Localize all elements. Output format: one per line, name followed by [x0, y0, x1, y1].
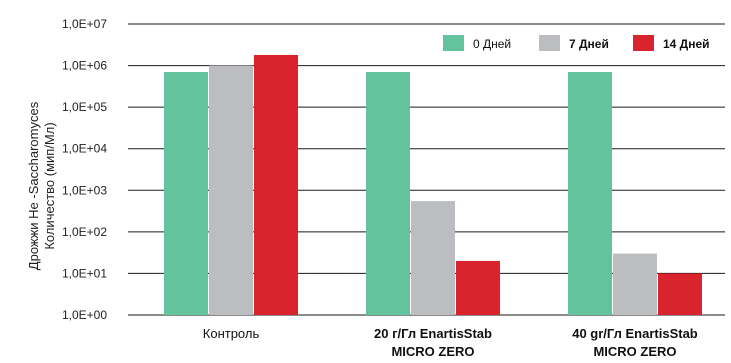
category-label-line2: MICRO ZERO	[593, 344, 676, 359]
y-tick-label: 1,0E+06	[62, 59, 107, 73]
bar-7-Дней-2	[613, 253, 657, 315]
y-tick-label: 1,0E+05	[62, 100, 107, 114]
bar-0-Дней-1	[366, 72, 410, 315]
y-axis-label-line2: Количество (мип/Мл)	[42, 122, 57, 249]
legend: 0 Дней 7 Дней 14 Дней	[443, 35, 710, 51]
legend-swatch	[539, 35, 560, 51]
x-category-labels: Контроль 20 г/Гл EnartisStab MICRO ZERO 40 …	[203, 326, 698, 359]
y-tick-labels: 1,0E+00 1,0E+01 1,0E+02 1,0E+03 1,0E+04 1,0E+…	[62, 17, 107, 322]
y-axis-label-line1: Дрожжи Не -Saccharomyces	[26, 101, 41, 270]
bar-14-Дней-2	[658, 273, 702, 315]
bars	[164, 54, 702, 316]
y-tick-label: 1,0E+00	[62, 308, 107, 322]
bar-0-Дней-2	[568, 72, 612, 315]
category-label-line2: MICRO ZERO	[391, 344, 474, 359]
y-tick-label: 1,0E+03	[62, 183, 107, 197]
legend-label: 14 Дней	[663, 37, 710, 51]
legend-label: 7 Дней	[569, 37, 609, 51]
bar-0-Дней-0	[164, 72, 208, 315]
bar-14-Дней-1	[456, 260, 500, 315]
category-label: Контроль	[203, 326, 260, 341]
category-label: 20 г/Гл EnartisStab	[374, 326, 492, 341]
bar-7-Дней-0	[209, 65, 253, 315]
y-tick-label: 1,0E+02	[62, 225, 107, 239]
legend-swatch	[633, 35, 654, 51]
legend-label: 0 Дней	[473, 37, 511, 51]
y-tick-label: 1,0E+01	[62, 266, 107, 280]
y-tick-label: 1,0E+07	[62, 17, 107, 31]
y-tick-label: 1,0E+04	[62, 142, 107, 156]
bar-7-Дней-1	[411, 201, 455, 315]
bar-14-Дней-0	[254, 54, 298, 316]
legend-swatch	[443, 35, 464, 51]
category-label: 40 gr/Гл EnartisStab	[572, 326, 698, 341]
